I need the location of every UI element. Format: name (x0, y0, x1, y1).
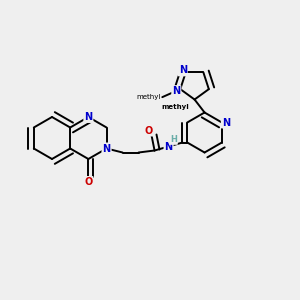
Text: N: N (179, 65, 187, 75)
Text: N: N (172, 86, 180, 96)
Text: methyl: methyl (136, 94, 160, 100)
Text: methyl: methyl (161, 104, 189, 110)
Text: H: H (170, 135, 177, 144)
Text: O: O (84, 177, 92, 187)
Text: N: N (103, 143, 111, 154)
Text: N: N (222, 118, 230, 128)
Text: N: N (84, 112, 92, 122)
Text: O: O (144, 125, 153, 136)
Text: N: N (164, 142, 172, 152)
